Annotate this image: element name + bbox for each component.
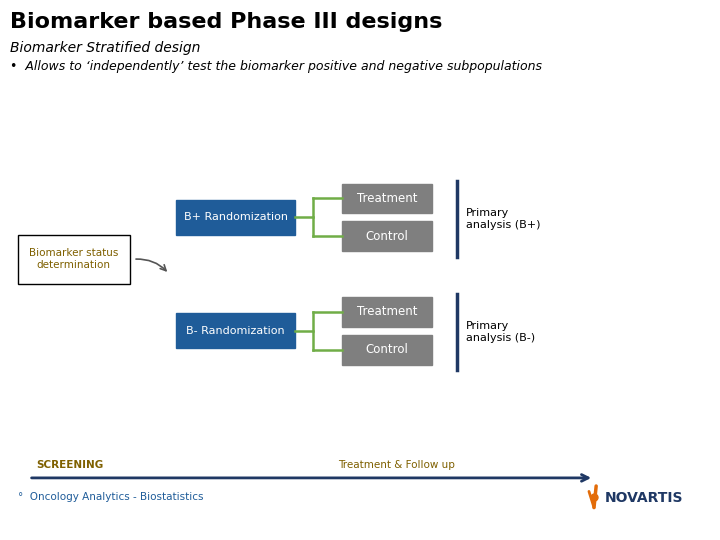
Text: B- Randomization: B- Randomization xyxy=(186,326,285,336)
Text: Biomarker based Phase III designs: Biomarker based Phase III designs xyxy=(10,12,443,32)
Text: °  Oncology Analytics - Biostatistics: ° Oncology Analytics - Biostatistics xyxy=(18,492,204,502)
Text: Control: Control xyxy=(366,343,408,356)
Text: B+ Randomization: B+ Randomization xyxy=(184,212,288,222)
FancyBboxPatch shape xyxy=(342,221,432,251)
Text: Treatment: Treatment xyxy=(356,305,418,319)
Text: Control: Control xyxy=(366,230,408,243)
Text: Biomarker Stratified design: Biomarker Stratified design xyxy=(10,41,200,55)
Text: NOVARTIS: NOVARTIS xyxy=(605,491,683,505)
FancyBboxPatch shape xyxy=(18,235,130,284)
Text: Treatment & Follow up: Treatment & Follow up xyxy=(338,460,455,470)
FancyBboxPatch shape xyxy=(342,184,432,213)
FancyBboxPatch shape xyxy=(342,335,432,365)
Text: Primary
analysis (B-): Primary analysis (B-) xyxy=(466,321,535,343)
Text: •  Allows to ‘independently’ test the biomarker positive and negative subpopulat: • Allows to ‘independently’ test the bio… xyxy=(10,60,542,73)
Text: Biomarker status
determination: Biomarker status determination xyxy=(29,248,119,270)
Text: Primary
analysis (B+): Primary analysis (B+) xyxy=(466,208,540,230)
FancyBboxPatch shape xyxy=(176,313,295,348)
Text: SCREENING: SCREENING xyxy=(36,460,103,470)
FancyBboxPatch shape xyxy=(176,200,295,235)
Text: Treatment: Treatment xyxy=(356,192,418,205)
FancyBboxPatch shape xyxy=(342,297,432,327)
